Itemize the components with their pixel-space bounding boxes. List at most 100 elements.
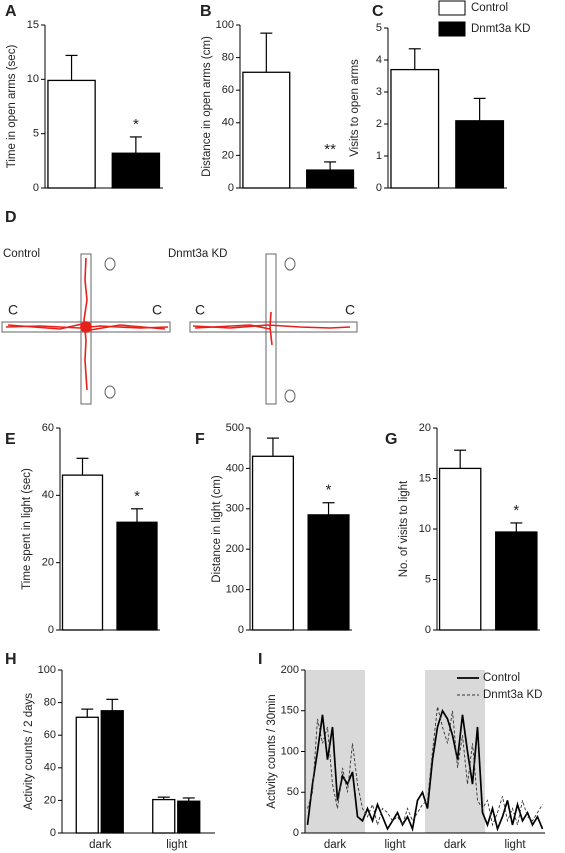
significance: * <box>134 488 140 505</box>
y-axis-label: Visits to open arms <box>349 59 361 157</box>
y-tick-label: 60 <box>42 422 54 434</box>
panel-letter: I <box>258 651 262 668</box>
y-tick-label: 300 <box>226 503 244 515</box>
y-tick-label: 100 <box>281 745 299 757</box>
y-tick-label: 0 <box>48 624 54 636</box>
panel-letter: H <box>5 651 17 668</box>
y-tick-label: 100 <box>216 19 234 31</box>
phase-label: light <box>384 839 406 851</box>
legend-label: Control <box>483 672 520 684</box>
y-tick-label: 0 <box>376 182 382 194</box>
y-axis-label: Distance in light (cm) <box>211 475 223 583</box>
bar <box>438 467 482 631</box>
y-tick-label: 40 <box>42 489 54 501</box>
panel-letter: D <box>5 209 17 226</box>
legend-label: Dnmt3a KD <box>483 689 542 701</box>
phase-label: dark <box>444 839 467 851</box>
significance: * <box>133 116 139 133</box>
arm-label: C <box>195 302 205 318</box>
y-axis-label: Activity counts / 2 days <box>23 693 35 810</box>
y-tick-label: 5 <box>376 22 382 34</box>
y-tick-label: 5 <box>33 128 39 140</box>
bar <box>242 71 291 189</box>
bar <box>307 514 350 631</box>
y-tick-label: 15 <box>419 472 431 484</box>
y-tick-label: 2 <box>376 118 382 130</box>
y-tick-label: 0 <box>33 182 39 194</box>
bar <box>152 798 176 834</box>
bar <box>455 120 505 189</box>
y-tick-label: 0 <box>293 827 299 839</box>
significance: * <box>513 502 519 519</box>
arm-label: C <box>345 302 355 318</box>
panel-letter: C <box>372 3 384 20</box>
y-tick-label: 0 <box>425 624 431 636</box>
legend-label: Control <box>471 2 508 14</box>
y-tick-label: 200 <box>226 543 244 555</box>
y-tick-label: 0 <box>228 182 234 194</box>
bar <box>61 474 104 631</box>
series-line <box>306 708 544 832</box>
arm-label: C <box>8 302 18 318</box>
y-tick-label: 20 <box>44 794 56 806</box>
y-tick-label: 3 <box>376 86 382 98</box>
y-tick-label: 10 <box>27 73 39 85</box>
y-tick-label: 50 <box>287 786 299 798</box>
x-tick-label: light <box>166 839 188 851</box>
y-axis-label: Time spent in light (sec) <box>21 468 33 590</box>
y-tick-label: 0 <box>50 827 56 839</box>
bar <box>47 79 96 189</box>
bar <box>111 152 161 189</box>
panel-letter: A <box>5 3 17 20</box>
y-axis-label: Time in open arms (sec) <box>6 45 18 169</box>
y-tick-label: 4 <box>376 54 382 66</box>
panel-letter: F <box>195 431 205 448</box>
bar <box>251 455 295 631</box>
y-tick-label: 20 <box>222 149 234 161</box>
phase-label: dark <box>324 839 347 851</box>
y-axis-label: Distance in open arms (cm) <box>201 36 213 177</box>
y-tick-label: 100 <box>38 664 56 676</box>
bar <box>390 68 440 189</box>
y-tick-label: 80 <box>44 697 56 709</box>
series-line <box>307 706 543 827</box>
significance: ** <box>324 141 336 158</box>
bar <box>495 531 538 631</box>
group-label: Dnmt3a KD <box>168 248 227 260</box>
bar <box>177 800 201 834</box>
panel-letter: E <box>5 431 16 448</box>
y-tick-label: 200 <box>281 664 299 676</box>
maze-panel: D Control Dnmt3a KD C C C C <box>1 209 358 405</box>
y-tick-label: 0 <box>238 624 244 636</box>
y-tick-label: 60 <box>44 729 56 741</box>
bar <box>75 716 99 834</box>
legend-swatch <box>438 21 466 37</box>
y-axis-label: Activity counts / 30min <box>266 694 278 808</box>
track <box>5 257 351 391</box>
phase-label: light <box>504 839 526 851</box>
y-tick-label: 10 <box>419 523 431 535</box>
y-tick-label: 80 <box>222 52 234 64</box>
y-tick-label: 500 <box>226 422 244 434</box>
bar <box>306 169 355 189</box>
y-tick-label: 20 <box>419 422 431 434</box>
group-label: Control <box>3 248 40 260</box>
y-tick-label: 150 <box>281 705 299 717</box>
y-axis-label: No. of visits to light <box>398 480 410 577</box>
y-tick-label: 40 <box>222 117 234 129</box>
y-tick-label: 60 <box>222 84 234 96</box>
panel-letter: B <box>200 3 212 20</box>
legend-label: Dnmt3a KD <box>471 23 530 35</box>
arm-label: C <box>152 302 162 318</box>
legend-swatch <box>438 0 466 16</box>
x-tick-label: dark <box>89 839 112 851</box>
y-tick-label: 100 <box>226 584 244 596</box>
y-tick-label: 15 <box>27 19 39 31</box>
y-tick-label: 1 <box>376 150 382 162</box>
y-tick-label: 40 <box>44 762 56 774</box>
panel-letter: G <box>385 431 397 448</box>
bar <box>100 710 124 834</box>
significance: * <box>326 482 332 499</box>
y-tick-label: 20 <box>42 557 54 569</box>
